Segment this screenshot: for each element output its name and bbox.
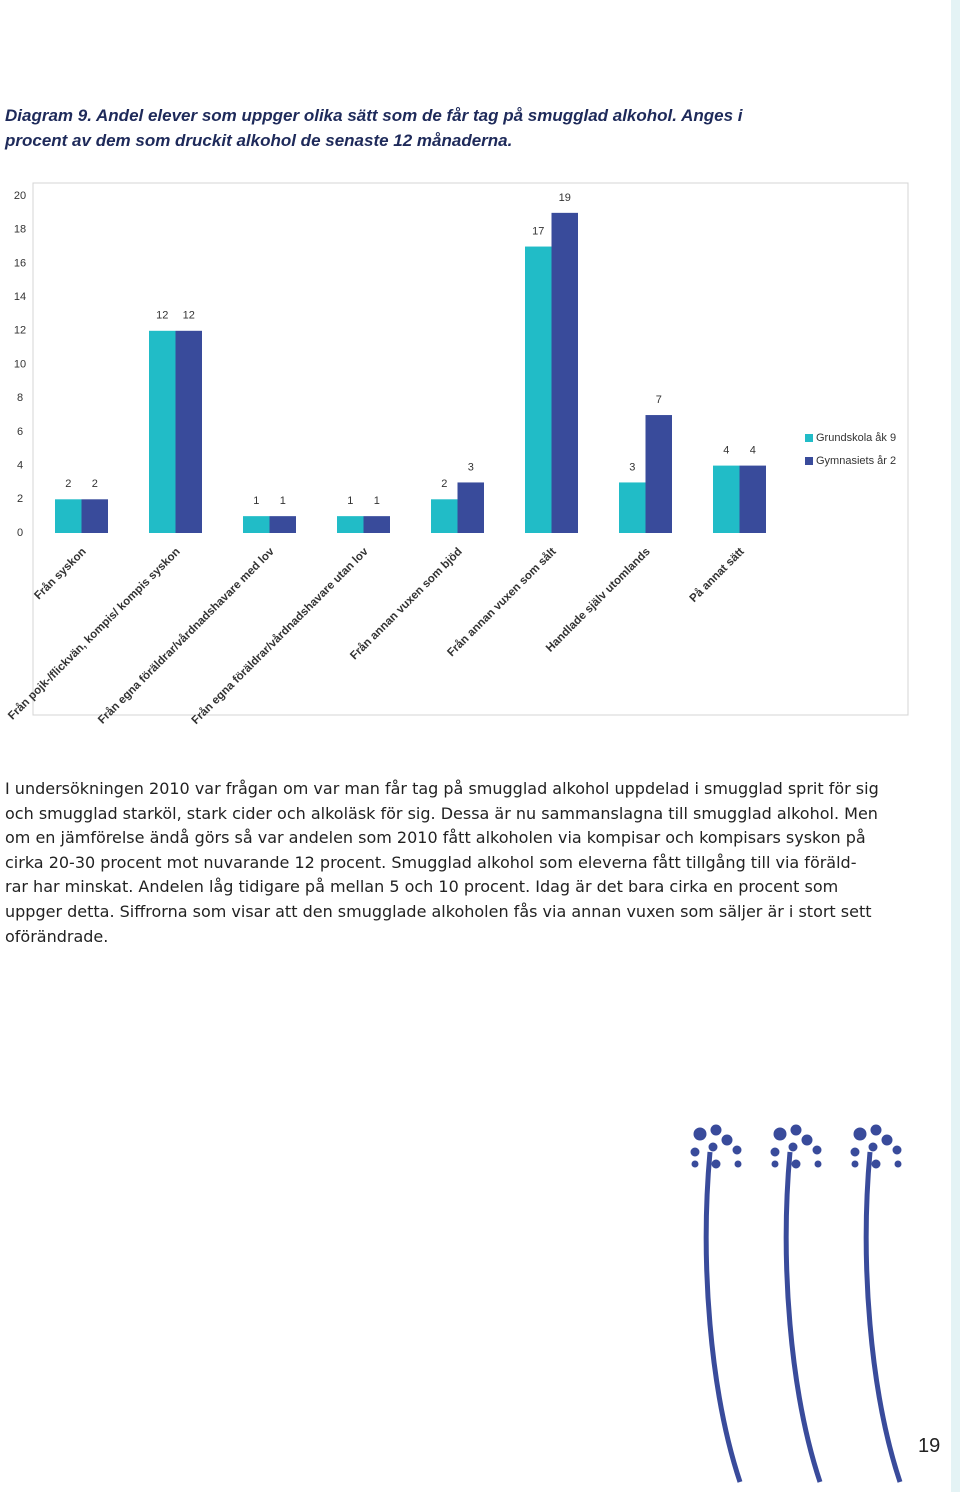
- bar: [81, 499, 108, 533]
- logo: [690, 1124, 903, 1483]
- bar: [713, 465, 740, 533]
- legend-swatch: [805, 434, 813, 442]
- data-label: 1: [347, 495, 353, 507]
- heading: Diagram 9. Andel elever som uppger olika…: [5, 103, 742, 153]
- paragraph-line: och smugglad starköl, stark cider och al…: [5, 803, 878, 823]
- y-tick-label: 10: [14, 358, 26, 370]
- paragraph-line: rar har minskat. Andelen låg tidigare på…: [5, 877, 839, 897]
- y-tick-label: 12: [14, 325, 26, 337]
- data-label: 19: [559, 192, 571, 204]
- data-label: 1: [374, 495, 380, 507]
- bar: [149, 330, 176, 533]
- data-label: 2: [92, 478, 98, 490]
- y-tick-label: 2: [17, 493, 23, 505]
- bar: [243, 516, 270, 533]
- y-tick-label: 6: [17, 426, 23, 438]
- bar: [739, 465, 766, 533]
- y-tick-label: 16: [14, 257, 26, 269]
- bar: [525, 246, 552, 534]
- paragraph-line: oförändrade.: [5, 926, 109, 946]
- heading-line: procent av dem som druckit alkohol de se…: [5, 131, 513, 150]
- bar: [55, 499, 82, 533]
- data-label: 3: [629, 461, 635, 473]
- edge-strip: [951, 0, 960, 1492]
- legend-swatch: [805, 457, 813, 465]
- flower: [850, 1124, 903, 1483]
- data-label: 17: [532, 225, 544, 237]
- y-tick-label: 18: [14, 224, 26, 236]
- y-tick-label: 20: [14, 190, 26, 202]
- y-tick-label: 8: [17, 392, 23, 404]
- data-label: 3: [468, 461, 474, 473]
- legend-label: Gymnasiets år 2: [816, 455, 896, 467]
- data-label: 12: [156, 310, 168, 322]
- bar: [619, 482, 646, 533]
- paragraph-line: uppger detta. Siffrorna som visar att de…: [5, 901, 872, 921]
- bar: [175, 330, 202, 533]
- bar: [363, 516, 390, 533]
- paragraph-line: cirka 20-30 procent mot nuvarande 12 pro…: [5, 852, 857, 872]
- bar: [551, 212, 578, 533]
- paragraph-line: om en jämförelse ändå görs så var andele…: [5, 828, 866, 848]
- legend-label: Grundskola åk 9: [816, 432, 896, 444]
- data-label: 7: [656, 394, 662, 406]
- data-label: 12: [183, 310, 195, 322]
- paragraph-line: I undersökningen 2010 var frågan om var …: [5, 779, 879, 798]
- data-label: 2: [441, 478, 447, 490]
- bar: [431, 499, 458, 533]
- bar: [645, 415, 672, 533]
- data-label: 4: [723, 445, 729, 457]
- flower: [690, 1124, 743, 1483]
- data-label: 1: [253, 495, 259, 507]
- paragraph: I undersökningen 2010 var frågan om var …: [5, 777, 879, 949]
- data-label: 4: [750, 445, 756, 457]
- flower: [770, 1124, 823, 1483]
- data-label: 1: [280, 495, 286, 507]
- data-label: 2: [65, 478, 71, 490]
- bar: [337, 516, 364, 533]
- page-number: 19: [918, 1435, 941, 1457]
- bar: [269, 516, 296, 533]
- y-tick-label: 14: [14, 291, 26, 303]
- bar: [457, 482, 484, 533]
- heading-line: Diagram 9. Andel elever som uppger olika…: [5, 106, 743, 125]
- y-tick-label: 0: [17, 527, 23, 539]
- y-tick-label: 4: [17, 460, 23, 472]
